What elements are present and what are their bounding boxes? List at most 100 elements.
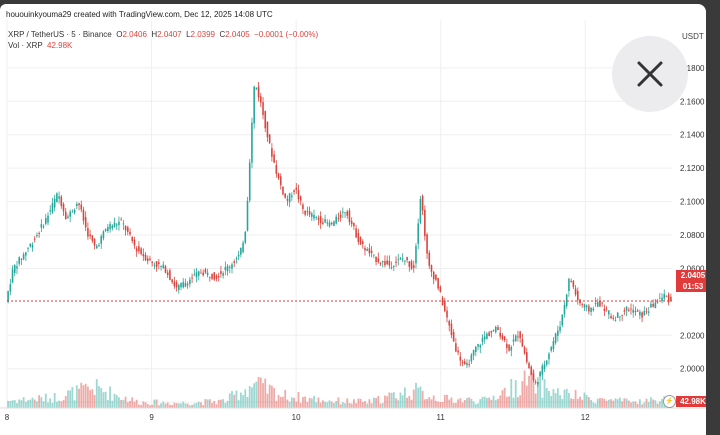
volume-bar — [366, 403, 369, 408]
volume-bar — [213, 401, 216, 408]
candle-body — [302, 204, 304, 210]
candle-body — [284, 193, 286, 198]
volume-bar — [497, 398, 499, 408]
candle-body — [625, 307, 628, 311]
candle-body — [417, 223, 419, 244]
candle-body — [144, 254, 147, 261]
volume-bar — [432, 395, 435, 408]
candle-body — [643, 310, 646, 316]
volume-bar — [204, 398, 207, 408]
volume-bar — [173, 402, 176, 408]
y-axis-tick-label: 2.1000 — [680, 198, 705, 207]
candle-body — [572, 280, 575, 287]
candle-body — [554, 333, 557, 343]
candle-body — [297, 190, 300, 200]
price-chart[interactable]: 2.1800 2.1600 2.1400 2.1200 2.1000 2.0800 2.06… — [0, 4, 706, 435]
candle-body — [122, 223, 125, 225]
candle-body — [31, 244, 34, 248]
candle-body — [171, 279, 173, 283]
candle-body — [663, 294, 666, 299]
candle-body — [501, 335, 504, 339]
volume-bar — [403, 387, 406, 408]
volume-bar — [454, 402, 457, 408]
volume-bar — [523, 370, 526, 408]
volume-bar — [27, 400, 29, 408]
y-axis-tick-label: 2.1600 — [680, 97, 705, 106]
candle-body — [534, 381, 537, 383]
volume-bar — [89, 390, 92, 408]
volume-bar — [268, 384, 271, 408]
candle-body — [20, 258, 23, 260]
candle-body — [490, 330, 493, 333]
volume-bar — [191, 404, 193, 408]
volume-label[interactable]: Vol · XRP — [8, 41, 43, 50]
candle-body — [563, 304, 566, 315]
candle-body — [472, 350, 475, 356]
volume-bar — [182, 401, 185, 408]
volume-tag: 42.98K — [676, 396, 706, 407]
candle-body — [477, 344, 479, 347]
close-button[interactable] — [612, 36, 688, 112]
candle-body — [53, 198, 56, 208]
candle-body — [253, 86, 255, 124]
candle-body — [630, 308, 632, 310]
volume-bar — [350, 403, 353, 408]
candle-body — [419, 198, 422, 223]
candle-body — [397, 259, 400, 261]
volume-bar — [319, 402, 322, 408]
volume-bar — [355, 403, 358, 408]
volume-bar — [126, 402, 129, 408]
candle-body — [264, 111, 267, 129]
volume-bar — [481, 396, 484, 408]
volume-bar — [313, 396, 315, 408]
volume-bar — [111, 400, 114, 408]
candle-body — [197, 271, 200, 276]
volume-bar — [579, 396, 581, 408]
volume-bar — [457, 399, 459, 408]
close-icon — [637, 61, 663, 87]
candle-body — [315, 217, 318, 219]
candle-body — [180, 283, 182, 288]
volume-bar — [423, 399, 426, 408]
volume-bar — [60, 401, 63, 408]
y-axis-tick-label: 2.1400 — [680, 131, 705, 140]
volume-bar — [273, 388, 276, 408]
candle-body — [153, 264, 156, 266]
chart-credit: hououinkyouma29 created with TradingView… — [6, 10, 273, 19]
volume-bar — [421, 390, 424, 408]
volume-bar — [315, 402, 318, 408]
volume-bar — [38, 395, 41, 408]
high-value: 2.0407 — [157, 30, 182, 39]
candle-body — [499, 332, 502, 337]
candle-body — [291, 195, 293, 198]
candle-body — [76, 203, 78, 207]
symbol-label[interactable]: XRP / TetherUS · 5 · Binance — [8, 30, 112, 39]
candle-body — [102, 231, 105, 239]
candle-body — [142, 254, 145, 257]
candle-body — [355, 228, 357, 238]
candle-body — [665, 295, 668, 297]
candle-body — [268, 134, 271, 143]
lightning-icon[interactable]: ⚡ — [663, 395, 676, 408]
candle-body — [550, 347, 552, 351]
candle-body — [594, 303, 597, 304]
plot-background — [7, 20, 672, 408]
change-value: −0.0001 (−0.00%) — [254, 30, 319, 39]
volume-bar — [388, 392, 391, 408]
currency-unit[interactable]: USDT — [682, 32, 704, 41]
y-axis-tick-label: 2.0200 — [680, 331, 705, 340]
candle-body — [67, 216, 69, 219]
volume-bar — [67, 390, 69, 408]
candle-body — [599, 300, 601, 307]
candle-body — [202, 272, 204, 276]
candle-body — [512, 339, 515, 342]
candle-body — [585, 305, 588, 308]
volume-bar — [226, 400, 229, 408]
volume-bar — [231, 391, 233, 408]
candle-body — [483, 336, 486, 340]
volume-bar — [466, 397, 468, 408]
volume-bar — [324, 401, 326, 408]
candle-body — [124, 226, 127, 231]
candle-body — [650, 303, 652, 308]
volume-bar — [215, 404, 218, 408]
